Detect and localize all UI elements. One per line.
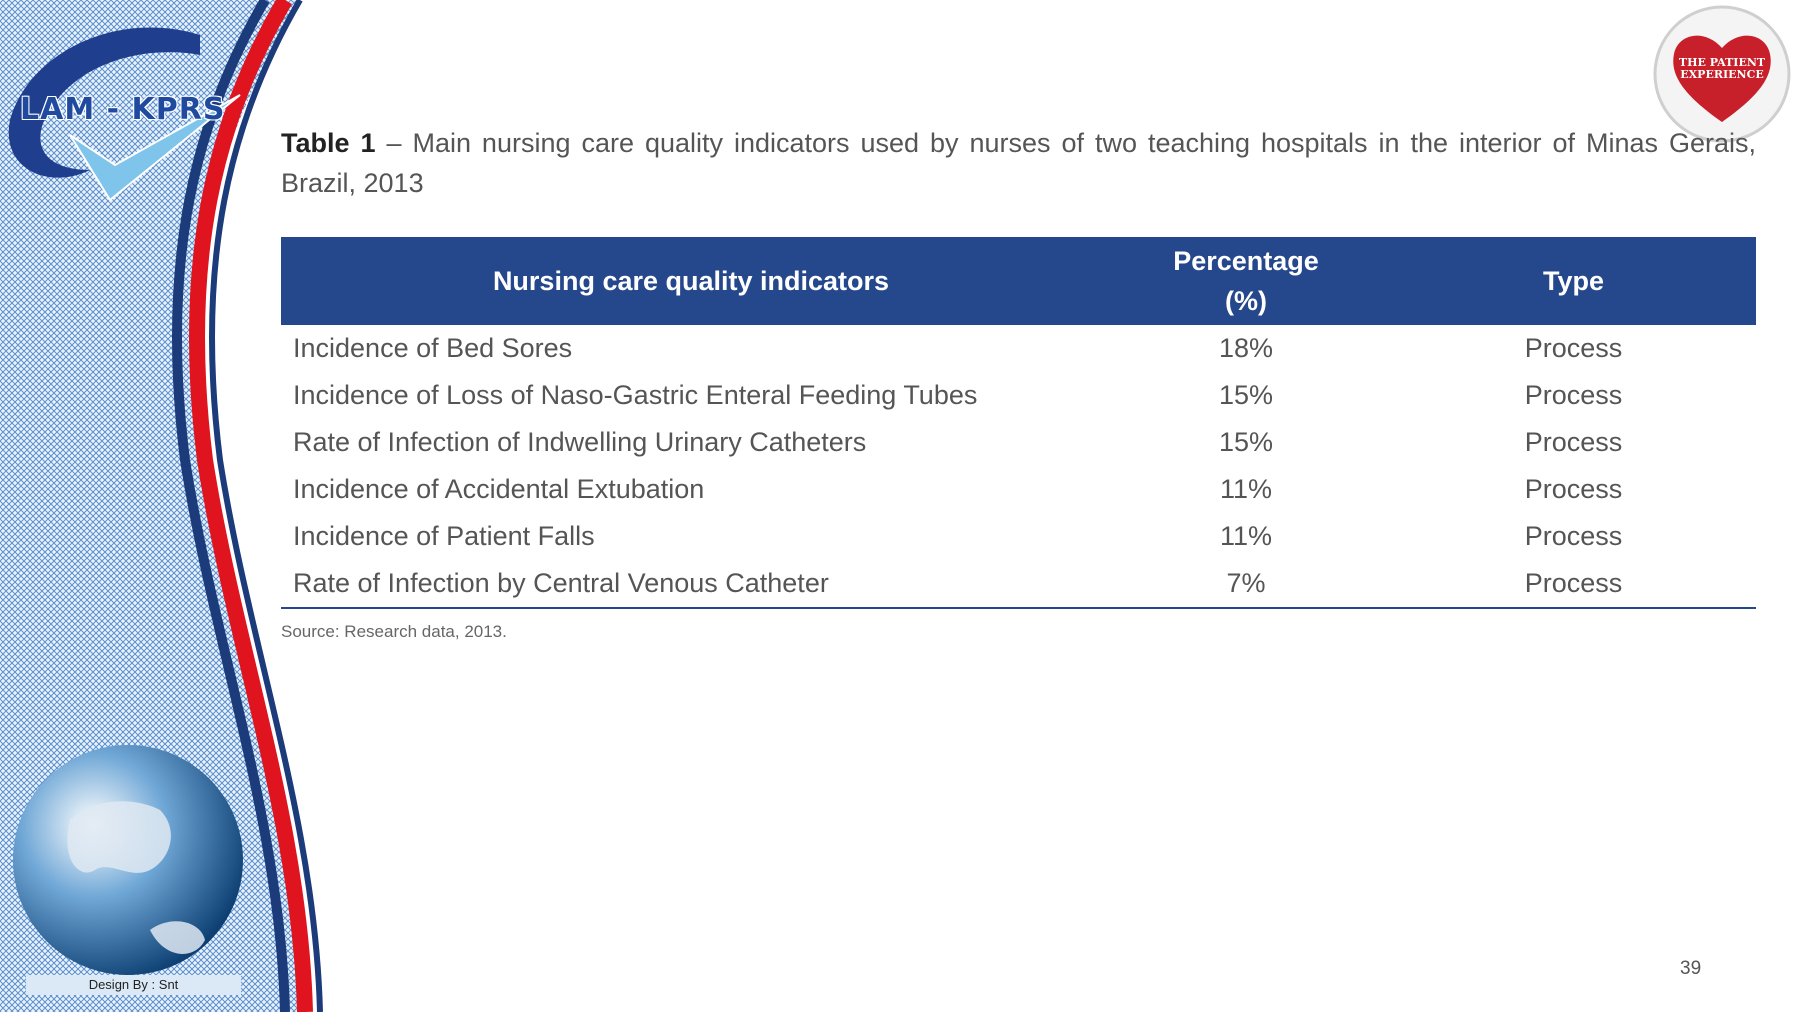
header-type: Type xyxy=(1391,237,1756,325)
header-percentage-line2: (%) xyxy=(1225,286,1267,316)
table-row: Incidence of Loss of Naso-Gastric Entera… xyxy=(281,372,1756,419)
caption-text: – Main nursing care quality indicators u… xyxy=(281,128,1756,198)
cell-type: Process xyxy=(1391,560,1756,609)
caption-lead: Table 1 xyxy=(281,128,376,158)
cell-percentage: 11% xyxy=(1219,521,1273,551)
header-indicator: Nursing care quality indicators xyxy=(281,237,1101,325)
cell-type: Process xyxy=(1524,521,1623,551)
cell-indicator: Incidence of Loss of Naso-Gastric Entera… xyxy=(293,380,978,410)
cell-percentage: 18% xyxy=(1218,333,1274,363)
cell-percentage: 15% xyxy=(1218,380,1274,410)
designer-credit: Design By : Snt xyxy=(26,975,241,995)
cell-indicator: Rate of Infection of Indwelling Urinary … xyxy=(293,427,867,457)
cell-percentage: 15% xyxy=(1218,427,1274,457)
table-caption: Table 1 – Main nursing care quality indi… xyxy=(281,123,1756,203)
table-row: Rate of Infection by Central Venous Cath… xyxy=(281,560,1756,609)
indicators-table: Nursing care quality indicators Percenta… xyxy=(281,237,1756,609)
heart-badge-icon xyxy=(1653,5,1791,143)
cell-percentage: 11% xyxy=(1219,474,1273,504)
header-percentage: Percentage (%) xyxy=(1101,237,1391,325)
sidebar-decoration xyxy=(0,0,323,1012)
cell-type: Process xyxy=(1524,474,1623,504)
cell-indicator: Incidence of Patient Falls xyxy=(293,521,595,551)
table-row: Incidence of Patient Falls 11% Process xyxy=(281,513,1756,560)
table-row: Incidence of Accidental Extubation 11% P… xyxy=(281,466,1756,513)
page-number: 39 xyxy=(1680,958,1702,979)
source-note: Source: Research data, 2013. xyxy=(281,622,507,641)
table-row: Incidence of Bed Sores 18% Process xyxy=(281,325,1756,372)
cell-indicator: Rate of Infection by Central Venous Cath… xyxy=(281,560,1101,609)
cell-type: Process xyxy=(1524,380,1623,410)
logo-text: LAM - KPRS xyxy=(20,92,226,127)
cell-type: Process xyxy=(1524,427,1623,457)
cell-percentage: 7% xyxy=(1101,560,1391,609)
cell-indicator: Incidence of Bed Sores xyxy=(293,333,573,363)
cell-indicator: Incidence of Accidental Extubation xyxy=(293,474,705,504)
cell-type: Process xyxy=(1524,333,1623,363)
table-row: Rate of Infection of Indwelling Urinary … xyxy=(281,419,1756,466)
table-header-row: Nursing care quality indicators Percenta… xyxy=(281,237,1756,325)
header-percentage-line1: Percentage xyxy=(1173,246,1319,276)
